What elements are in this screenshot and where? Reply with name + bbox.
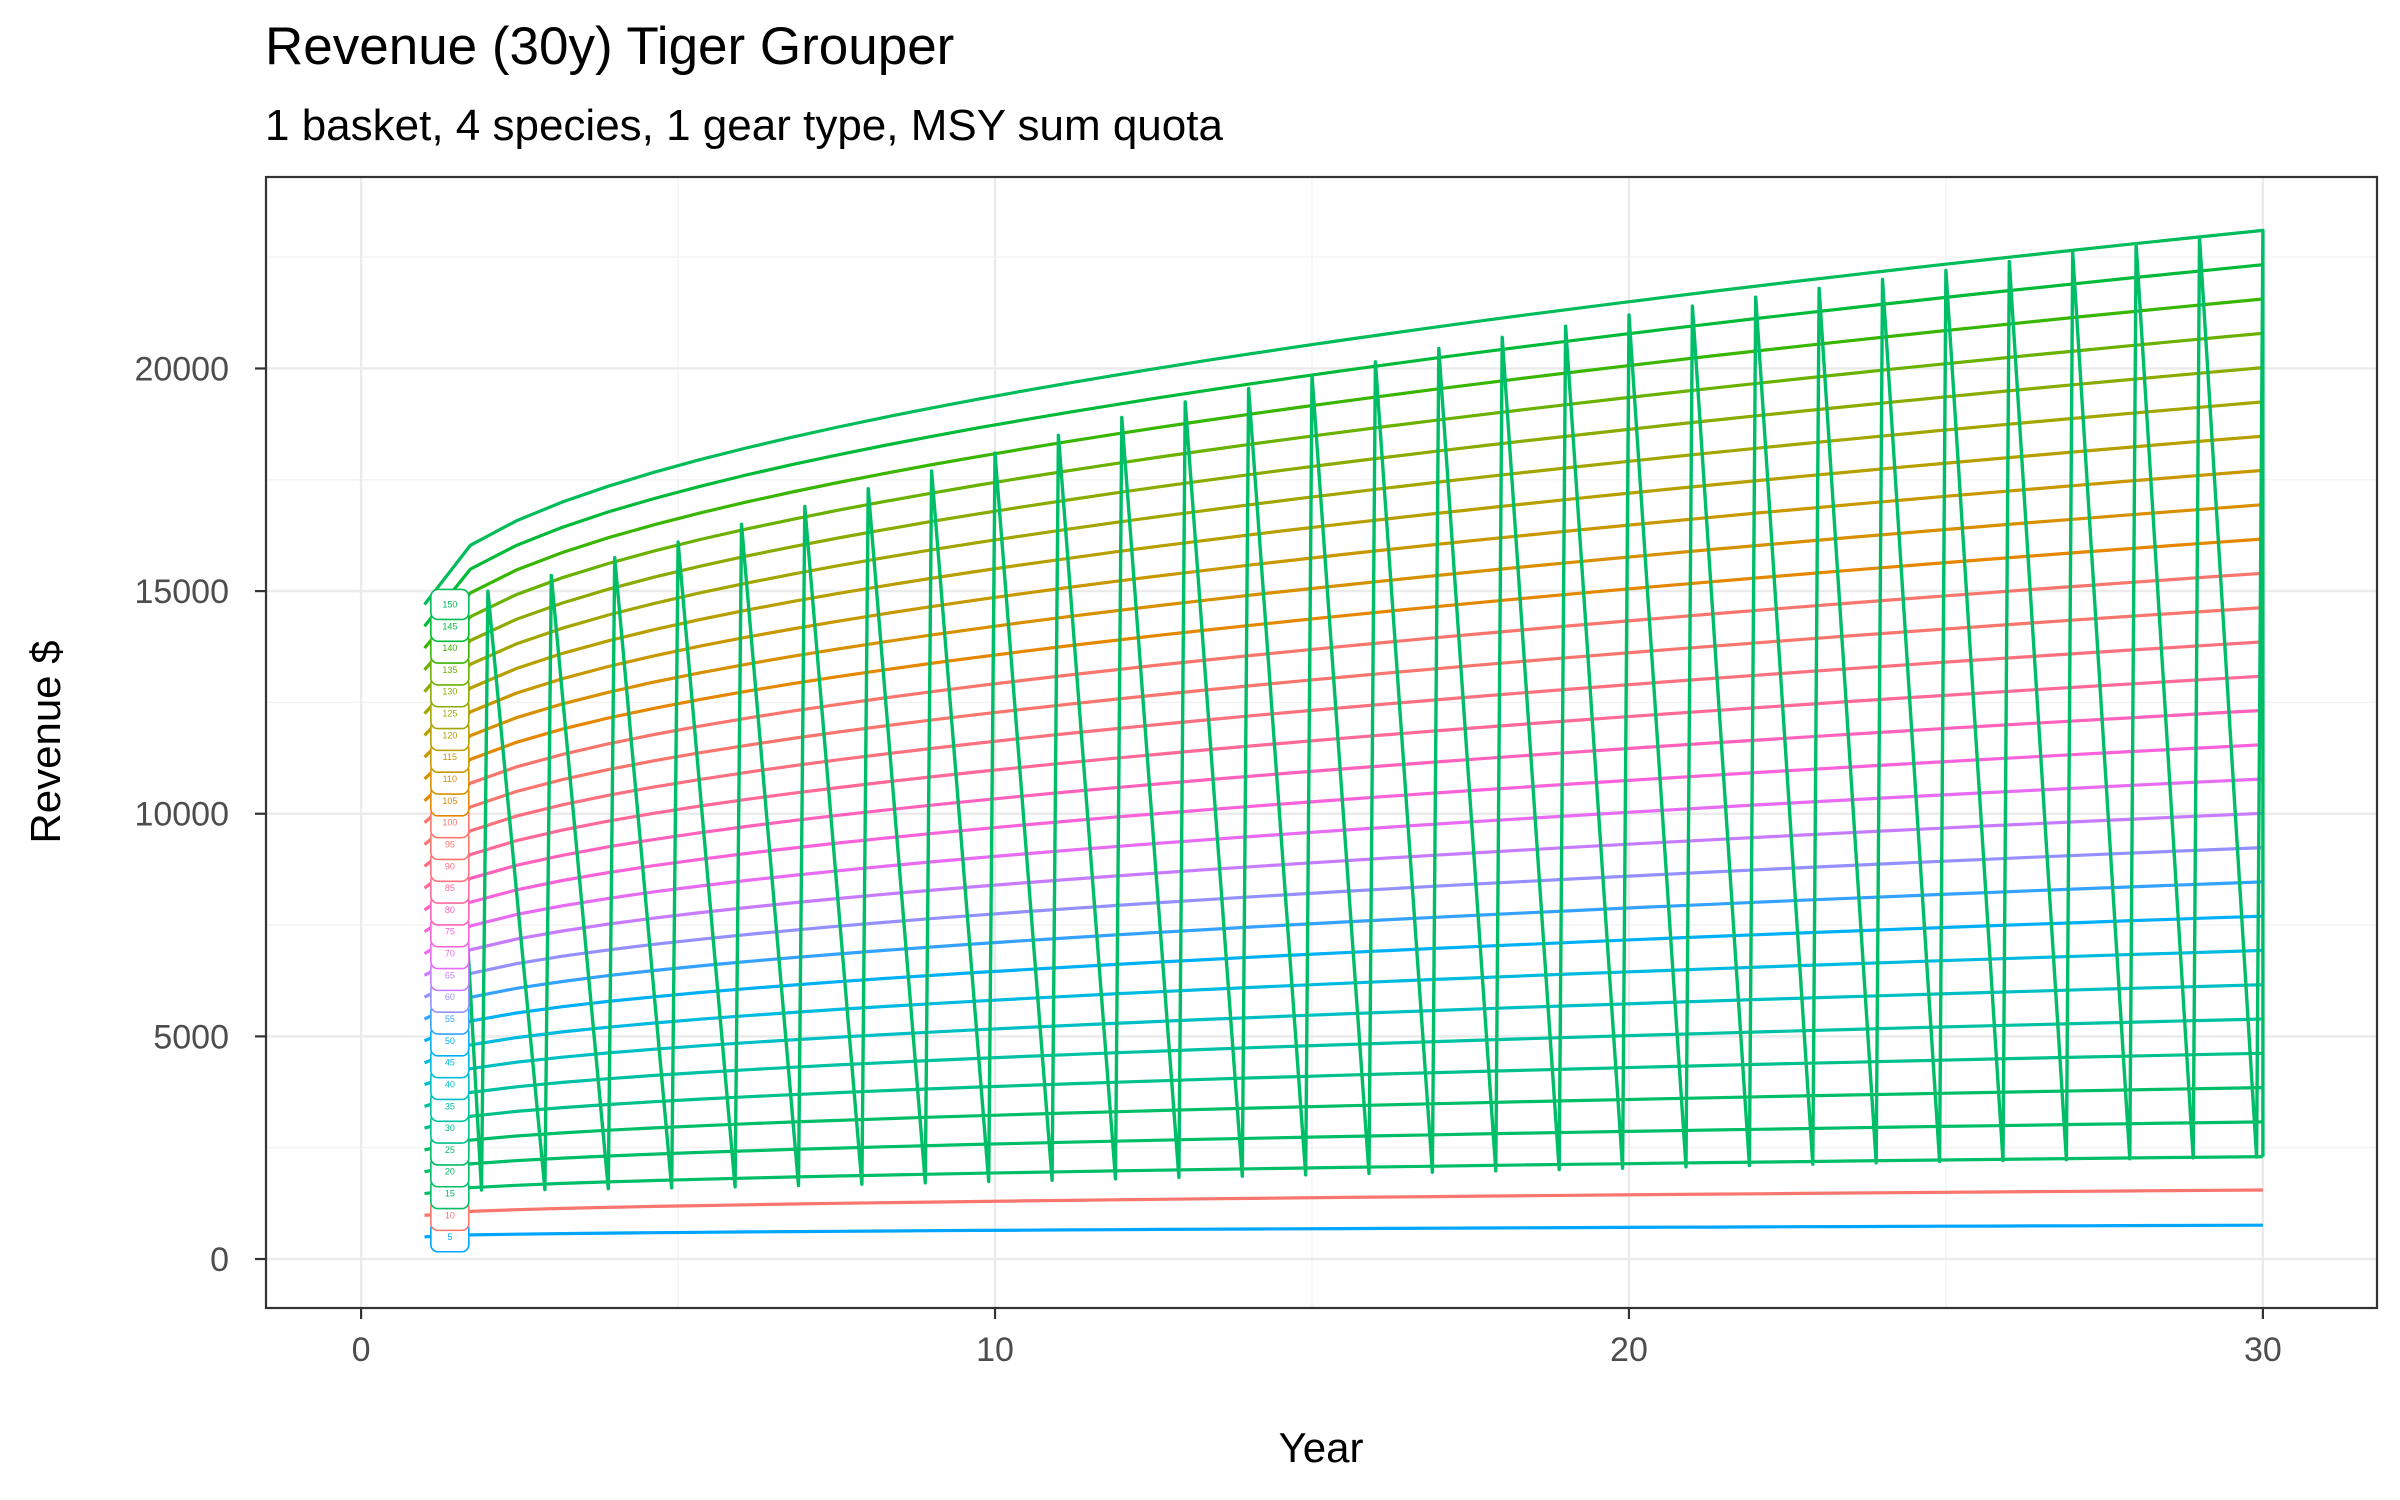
badge-label: 25: [445, 1145, 455, 1155]
badge-label: 85: [445, 883, 455, 893]
badge-label: 115: [443, 752, 457, 762]
badge-label: 100: [442, 818, 457, 828]
badge-label: 145: [442, 621, 457, 631]
badge-label: 70: [445, 949, 455, 959]
badge-box: [430, 588, 470, 621]
badge-label: 60: [445, 992, 455, 1002]
badge-label: 135: [442, 665, 457, 675]
chart-subtitle: 1 basket, 4 species, 1 gear type, MSY su…: [265, 101, 1223, 150]
series-line: [424, 1155, 2263, 1196]
chart-title: Revenue (30y) Tiger Grouper: [265, 17, 954, 76]
series-line: [423, 331, 2264, 671]
series-line: [423, 366, 2264, 693]
series-line: [423, 708, 2263, 912]
x-axis-title: Year: [1279, 1424, 1364, 1471]
series-line: [423, 606, 2264, 846]
series-line: [423, 811, 2263, 977]
series-line: [423, 674, 2263, 890]
y-tick-label: 20000: [134, 350, 229, 388]
y-tick-label: 15000: [134, 573, 229, 611]
badge-label: 55: [445, 1014, 455, 1024]
badge-label: 150: [442, 599, 457, 609]
badge-label: 95: [445, 839, 455, 849]
zigzag-layer: [448, 228, 2265, 1192]
badge-label: 90: [445, 861, 455, 871]
y-tick-label: 5000: [153, 1018, 229, 1056]
badge-label: 75: [445, 927, 455, 937]
series-line: [423, 846, 2263, 999]
series-line: [423, 640, 2263, 868]
x-tick-label: 0: [352, 1331, 371, 1369]
y-axis-title: Revenue $: [22, 640, 69, 843]
x-axis-ticks: 0 10 20 30: [352, 1308, 2282, 1369]
series-line: [423, 571, 2264, 824]
badge-label: 35: [445, 1101, 455, 1111]
x-tick-label: 30: [2244, 1331, 2282, 1369]
series-line: [423, 880, 2263, 1021]
x-tick-label: 20: [1610, 1331, 1648, 1369]
zigzag-line: [448, 228, 2265, 1192]
plot-panel-border: [264, 175, 2379, 1310]
badge-label: 45: [445, 1058, 455, 1068]
x-tick-label: 10: [976, 1331, 1014, 1369]
series-line: [423, 297, 2264, 650]
badge-label: 65: [445, 970, 455, 980]
y-axis-ticks: 0 5000 10000 15000 20000: [134, 350, 266, 1279]
series-line: [423, 228, 2264, 606]
badge-label: 20: [445, 1167, 455, 1177]
series-label-badges: 5 10 15 20 25 30 35 40 45 50 55 60 65 70 75 80 85 90 95 100…: [430, 588, 470, 1253]
series-line: [423, 948, 2263, 1065]
series-line: [424, 1188, 2263, 1217]
badge-label: 10: [445, 1210, 455, 1220]
badge-label: 105: [442, 796, 457, 806]
badge-label: 5: [447, 1232, 452, 1242]
badge-label: 80: [445, 905, 455, 915]
series-line: [424, 1017, 2263, 1108]
badge-label: 125: [442, 709, 457, 719]
series-line: [423, 914, 2263, 1043]
y-tick-label: 0: [210, 1241, 229, 1279]
y-tick-label: 10000: [134, 796, 229, 834]
series-line: [423, 503, 2264, 781]
badge-label: 30: [445, 1123, 455, 1133]
series-line: [423, 983, 2263, 1087]
badge-label: 120: [442, 730, 457, 740]
badge-label: 130: [442, 687, 457, 697]
badge-label: 40: [445, 1079, 455, 1089]
badge-label: 140: [442, 643, 457, 653]
series-line: [423, 468, 2264, 759]
series-line: [424, 1051, 2263, 1130]
series-line: [423, 537, 2264, 802]
badge-label: 110: [443, 774, 457, 784]
series-line: [424, 1223, 2263, 1239]
badge-label: 15: [445, 1189, 455, 1199]
series-line: [423, 263, 2264, 628]
badge-label: 50: [445, 1036, 455, 1046]
series-label-badge: 150: [430, 588, 470, 621]
